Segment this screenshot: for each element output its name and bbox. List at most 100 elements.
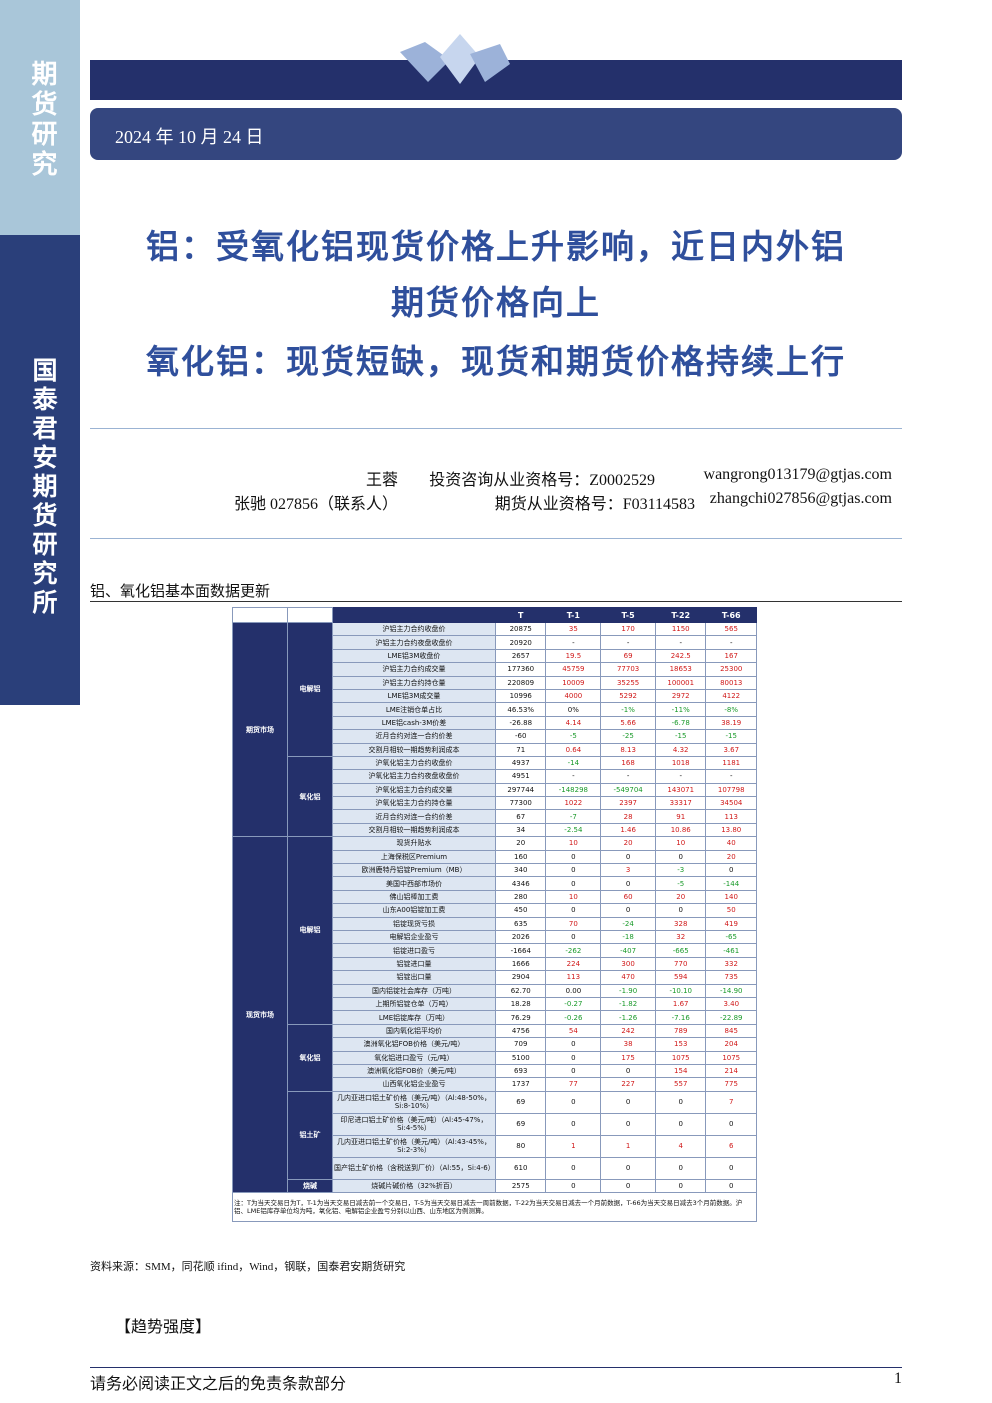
data-table: T T-1 T-5 T-22 T-66 期货市场 电解铝 沪铝主力合约收盘价 20875 35 17… <box>232 607 757 1223</box>
cell: 2657 <box>494 648 547 664</box>
author-field: 张驰 027856（联系人） <box>233 496 398 513</box>
cell: 610 <box>494 1156 547 1180</box>
cell: 4937 <box>494 755 547 771</box>
cell: 20 <box>600 836 656 851</box>
cell: - <box>705 635 757 650</box>
cell: -15 <box>705 729 757 744</box>
cell: -65 <box>705 929 757 945</box>
table-row: 沪氧化铝主力合约成交量 297744 -148298 -549704 143071 107… <box>233 782 757 798</box>
cell: 4.14 <box>545 715 602 731</box>
cell: 154 <box>654 1063 707 1079</box>
header-cell <box>287 607 333 623</box>
row-label: LME铝锭库存（万吨） <box>332 1010 496 1025</box>
cell: 3 <box>600 863 656 878</box>
row-label: 国产铝土矿价格（含税送到厂价）（Al:55，Si:4-6） <box>332 1156 496 1180</box>
title-line: 氧化铝：现货短缺，现货和期货价格持续上行 <box>146 345 846 381</box>
subgroup-label: 氧化铝 <box>287 755 333 838</box>
header-cell: T-66 <box>705 607 757 623</box>
header-cell: T-5 <box>600 607 656 623</box>
cell: 70 <box>545 916 602 931</box>
cell: 77703 <box>600 662 656 677</box>
cell: 0 <box>654 1156 707 1180</box>
cell: 69 <box>494 1112 547 1136</box>
cell: 789 <box>654 1023 707 1039</box>
cell: 113 <box>545 970 602 985</box>
cell: 10009 <box>545 675 602 690</box>
table-row: 氧化铝 国内氧化铝平均价 4756 54 242 789 845 <box>233 1023 757 1092</box>
cell: 0 <box>705 863 757 878</box>
author-field: 王蓉 <box>365 472 398 489</box>
row-label: 佛山铝棒加工费 <box>332 889 496 905</box>
cell: 10.86 <box>654 822 707 838</box>
cell: 28 <box>600 809 656 824</box>
cell: 0 <box>545 1050 602 1065</box>
cell: -1664 <box>494 943 547 958</box>
author-field: wangrong013179@gtjas.com <box>703 466 892 483</box>
cell: -26.88 <box>494 715 547 731</box>
group-label: 期货市场 <box>232 621 288 838</box>
cell: 62.70 <box>494 983 547 998</box>
cell: 3.40 <box>705 996 757 1012</box>
table-row: 澳洲氧化铝FOB价格（美元/吨） 709 0 38 153 204 <box>233 1037 757 1052</box>
row-label: 欧洲鹿特丹铝锭Premium（MB） <box>332 863 496 878</box>
cell: - <box>545 635 602 650</box>
cell: 204 <box>705 1037 757 1052</box>
row-label: 几内亚进口铝土矿价格（美元/吨）（Al:48-50%，Si:8-10%） <box>332 1090 496 1114</box>
cell: 35255 <box>600 675 656 690</box>
cell: -7.16 <box>654 1010 707 1025</box>
cell: 60 <box>600 889 656 905</box>
subgroup-label: 电解铝 <box>287 836 333 1025</box>
table-row: 近月合约对连一合约价差 -60 -5 -25 -15 -15 <box>233 729 757 744</box>
cell: -8% <box>705 702 757 717</box>
cell: 1022 <box>545 796 602 811</box>
cell: 450 <box>494 903 547 918</box>
row-label: 沪氧化铝主力合约成交量 <box>332 782 496 798</box>
cell: - <box>654 769 707 784</box>
cell: 35 <box>545 621 602 637</box>
date-bar: 2024 年 10 月 24 日 <box>90 108 902 160</box>
cell: -22.89 <box>705 1010 757 1025</box>
subgroup-label: 电解铝 <box>287 622 333 757</box>
cell: 693 <box>494 1063 547 1079</box>
row-label: 国内铝锭社会库存（万吨） <box>332 983 496 998</box>
cell: 20 <box>705 849 757 865</box>
cell: 38 <box>600 1037 656 1052</box>
cell: 13.80 <box>705 822 757 838</box>
row-label: 电解铝企业盈亏 <box>332 929 496 945</box>
row-label: LME铝cash-3M价差 <box>332 715 496 731</box>
cell: 4122 <box>705 688 757 704</box>
sidebar-bottom-text: 国泰君安期货研究所 <box>29 357 56 618</box>
cell: 0 <box>600 876 656 891</box>
table-row: 铝锭现货亏损 635 70 -24 328 419 <box>233 916 757 931</box>
table-row: 铝锭出口量 2904 113 470 594 735 <box>233 970 757 985</box>
sidebar-bottom: 国泰君安期货研究所 <box>0 235 80 705</box>
cell: -1% <box>600 702 656 717</box>
cell: 0 <box>654 1178 707 1194</box>
table-caption: 铝、氧化铝基本面数据更新 <box>90 584 271 600</box>
cell: 470 <box>600 970 656 985</box>
cell: 557 <box>654 1077 707 1092</box>
note: 注：T为当天交易日为T，T-1为当天交易日减去前一个交易日，T-5为当天交易日减… <box>232 1192 757 1223</box>
cell: 4951 <box>494 769 547 784</box>
row-label: 沪铝主力合约持仓量 <box>332 675 496 690</box>
cell: 0 <box>545 929 602 945</box>
cell: 33317 <box>654 796 707 811</box>
header-cell: T-1 <box>545 607 602 623</box>
cell: 77300 <box>494 796 547 811</box>
cell: 709 <box>494 1037 547 1052</box>
cell: 242.5 <box>654 648 707 664</box>
date: 2024 年 10 月 24 日 <box>115 127 264 147</box>
cell: 0 <box>545 863 602 878</box>
cell: - <box>654 635 707 650</box>
cell: -461 <box>705 943 757 958</box>
table-row: 沪氧化铝主力合约持仓量 77300 1022 2397 33317 34504 <box>233 796 757 811</box>
row-label: 沪铝主力合约收盘价 <box>332 621 496 637</box>
cell: 220809 <box>494 675 547 690</box>
cell: 1075 <box>654 1050 707 1065</box>
table-row: 沪铝主力合约成交量 177360 45759 77703 18653 25300 <box>233 662 757 677</box>
cell: 71 <box>494 742 547 757</box>
title-line: 铝：受氧化铝现货价格上升影响，近日内外铝 <box>146 230 846 266</box>
cell: 20920 <box>494 635 547 650</box>
cell: 54 <box>545 1023 602 1039</box>
cell: 113 <box>705 809 757 824</box>
